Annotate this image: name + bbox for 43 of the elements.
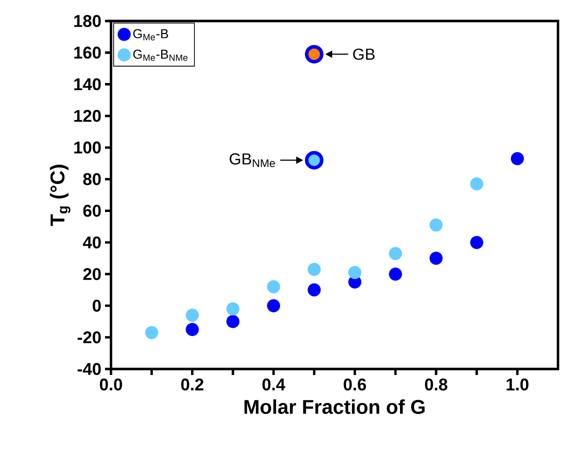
point (308, 262, 321, 276)
x-tick-label: 0.4 (262, 378, 286, 391)
point (145, 326, 158, 340)
x-tick-label: 0.2 (181, 378, 204, 391)
point (308, 283, 321, 296)
annotation: GB$_{NMe}$ (230, 153, 275, 168)
y-tick-label: -20 (78, 331, 101, 344)
y-axis-title: T$_{g}$ (°C) (50, 164, 70, 226)
annotation: GB (353, 48, 375, 60)
point (430, 252, 443, 265)
y-tick-label: -40 (78, 362, 101, 375)
point (470, 236, 484, 249)
y-tick-label: 120 (74, 110, 101, 122)
y-tick-label: 40 (82, 236, 101, 248)
y-tick-label: 20 (83, 268, 101, 280)
point (388, 246, 402, 260)
point (470, 177, 484, 190)
y-tick-label: 180 (74, 14, 101, 27)
point (267, 299, 280, 312)
point (186, 322, 199, 336)
point (348, 266, 362, 280)
point (226, 314, 240, 328)
point (304, 44, 324, 64)
point (304, 150, 324, 170)
y-tick-label: 80 (83, 173, 101, 186)
x-axis-title: Molar Fraction of G (244, 399, 425, 414)
point (388, 268, 402, 281)
x-tick-label: 0.8 (424, 378, 448, 391)
point (510, 152, 524, 166)
y-tick-label: 160 (74, 46, 101, 59)
y-tick-label: 140 (74, 78, 101, 90)
x-tick-label: 1.0 (506, 378, 528, 391)
point (430, 218, 443, 232)
legend-label: G$_{Me}$-B$_{NMe}$ (133, 50, 188, 61)
y-tick-label: 100 (74, 142, 101, 154)
point (267, 280, 280, 294)
point (186, 308, 199, 322)
y-tick-label: 60 (83, 204, 101, 217)
x-tick-label: 0.0 (100, 378, 122, 391)
y-tick-label: 0 (92, 300, 101, 312)
x-tick-label: 0.6 (344, 378, 366, 391)
point (226, 302, 240, 316)
legend-label: G$_{Me}$-B (133, 29, 168, 40)
